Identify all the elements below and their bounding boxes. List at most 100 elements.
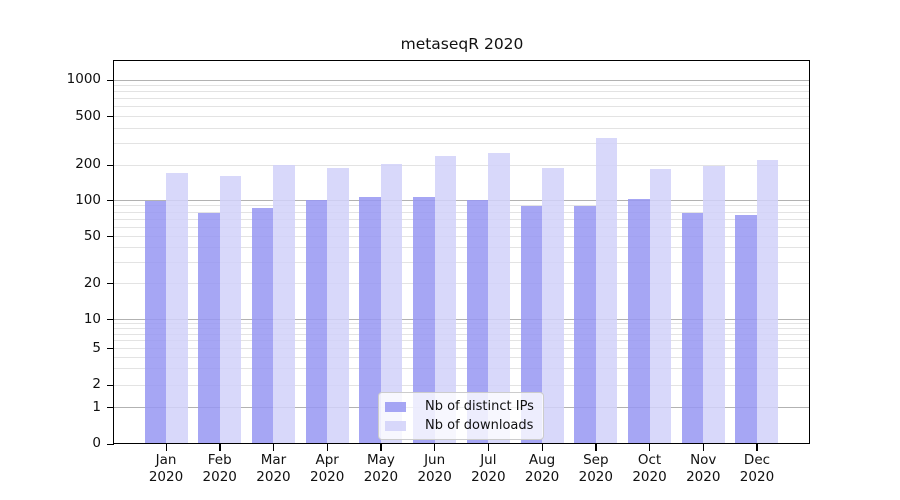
x-tick-month: Aug xyxy=(528,452,556,468)
x-tick-label-nov: Nov 2020 xyxy=(668,452,738,485)
gridline-3 xyxy=(114,368,810,370)
x-tick-label-sep: Sep 2020 xyxy=(561,452,631,485)
x-tick-year: 2020 xyxy=(524,468,560,485)
x-tick-label-oct: Oct 2020 xyxy=(615,452,685,485)
y-tick-label-20: 20 xyxy=(83,274,101,291)
y-tick-mark xyxy=(107,200,114,202)
bar-distinct-ips-jul xyxy=(466,199,489,444)
x-tick-year: 2020 xyxy=(309,468,345,485)
x-tick-label-jun: Jun 2020 xyxy=(400,452,470,485)
gridline-30 xyxy=(114,262,810,264)
gridline-40 xyxy=(114,247,810,249)
bar-distinct-ips-jun xyxy=(413,197,435,444)
x-tick-year: 2020 xyxy=(256,468,291,485)
gridline-90 xyxy=(114,205,810,207)
x-tick-year: 2020 xyxy=(632,468,667,485)
x-tick-mark xyxy=(272,444,275,451)
bar-distinct-ips-feb xyxy=(198,213,220,444)
y-tick-label-10: 10 xyxy=(83,310,101,327)
bar-downloads-aug xyxy=(542,167,564,444)
gridline-20 xyxy=(114,283,810,284)
y-tick-mark xyxy=(107,443,114,445)
gridline-60 xyxy=(114,226,810,228)
x-tick-month: Mar xyxy=(260,452,287,468)
legend-label-distinct-ips: Nb of distinct IPs xyxy=(425,399,534,414)
gridline-9 xyxy=(114,323,810,325)
x-tick-mark xyxy=(326,444,328,451)
gridline-300 xyxy=(114,143,810,145)
x-tick-month: May xyxy=(366,452,395,468)
gridline-7 xyxy=(114,333,810,335)
x-tick-label-feb: Feb 2020 xyxy=(185,452,255,485)
gridline-80 xyxy=(114,211,810,213)
x-tick-label-jul: Jul 2020 xyxy=(453,452,523,485)
x-tick-label-apr: Apr 2020 xyxy=(292,452,362,485)
y-tick-mark xyxy=(107,79,114,81)
x-tick-year: 2020 xyxy=(202,468,237,485)
y-tick-mark xyxy=(107,384,114,386)
x-tick-month: Apr xyxy=(315,452,339,468)
x-tick-year: 2020 xyxy=(363,468,399,485)
x-tick-month: Jul xyxy=(480,452,497,468)
y-tick-mark xyxy=(107,116,114,118)
x-tick-label-dec: Dec 2020 xyxy=(722,452,792,485)
legend-item-distinct-ips: Nb of distinct IPs xyxy=(385,399,534,414)
gridline-4 xyxy=(114,356,810,358)
x-tick-label-may: May 2020 xyxy=(346,452,416,485)
y-tick-mark xyxy=(107,236,114,238)
bar-distinct-ips-dec xyxy=(735,215,757,444)
legend-swatch-downloads xyxy=(385,420,406,431)
bar-distinct-ips-apr xyxy=(305,199,328,444)
y-tick-label-200: 200 xyxy=(75,156,101,172)
x-tick-mark xyxy=(649,444,651,451)
y-tick-mark xyxy=(107,348,114,350)
gridline-10 xyxy=(114,319,810,320)
gridline-700 xyxy=(114,98,810,100)
bar-downloads-jul xyxy=(488,152,510,444)
y-tick-mark xyxy=(107,407,114,409)
x-tick-year: 2020 xyxy=(148,468,184,485)
y-tick-label-0: 0 xyxy=(92,435,101,451)
bar-distinct-ips-nov xyxy=(681,213,704,444)
x-tick-month: Sep xyxy=(583,452,609,468)
bar-distinct-ips-aug xyxy=(520,205,543,444)
chart-title: metaseqR 2020 xyxy=(400,35,524,53)
x-tick-label-jan: Jan 2020 xyxy=(131,452,201,485)
gridline-800 xyxy=(114,91,810,93)
gridline-100 xyxy=(114,200,810,201)
y-tick-label-1000: 1000 xyxy=(66,71,101,87)
bar-downloads-sep xyxy=(595,137,618,444)
y-tick-label-5: 5 xyxy=(92,339,101,356)
x-tick-year: 2020 xyxy=(471,468,506,485)
x-tick-label-mar: Mar 2020 xyxy=(238,452,308,485)
gridline-900 xyxy=(114,85,810,87)
bar-downloads-nov xyxy=(703,166,725,444)
legend-label-downloads: Nb of downloads xyxy=(425,418,534,433)
bar-downloads-oct xyxy=(649,168,672,444)
y-tick-label-2: 2 xyxy=(92,376,101,392)
y-tick-label-500: 500 xyxy=(75,107,101,124)
x-tick-month: Oct xyxy=(637,452,662,468)
bar-downloads-jun xyxy=(434,156,457,444)
y-tick-mark xyxy=(107,319,114,321)
gridline-5 xyxy=(114,348,810,349)
gridline-1000 xyxy=(114,79,810,81)
plot-area: Nb of distinct IPs Nb of downloads xyxy=(114,61,810,444)
bar-distinct-ips-may xyxy=(359,196,381,444)
bar-distinct-ips-oct xyxy=(628,198,650,444)
bar-distinct-ips-sep xyxy=(574,205,596,444)
legend-swatch-distinct-ips xyxy=(385,401,406,412)
x-tick-month: Nov xyxy=(690,452,717,468)
y-tick-mark xyxy=(107,283,114,285)
x-tick-mark xyxy=(595,444,597,451)
bar-distinct-ips-jan xyxy=(144,200,166,444)
gridline-2 xyxy=(114,384,810,386)
x-tick-year: 2020 xyxy=(686,468,721,485)
bar-downloads-mar xyxy=(273,164,295,444)
x-tick-month: Dec xyxy=(743,452,771,468)
x-tick-mark xyxy=(702,444,705,451)
x-tick-mark xyxy=(380,444,382,451)
gridline-500 xyxy=(114,116,810,117)
x-tick-mark xyxy=(219,444,221,451)
